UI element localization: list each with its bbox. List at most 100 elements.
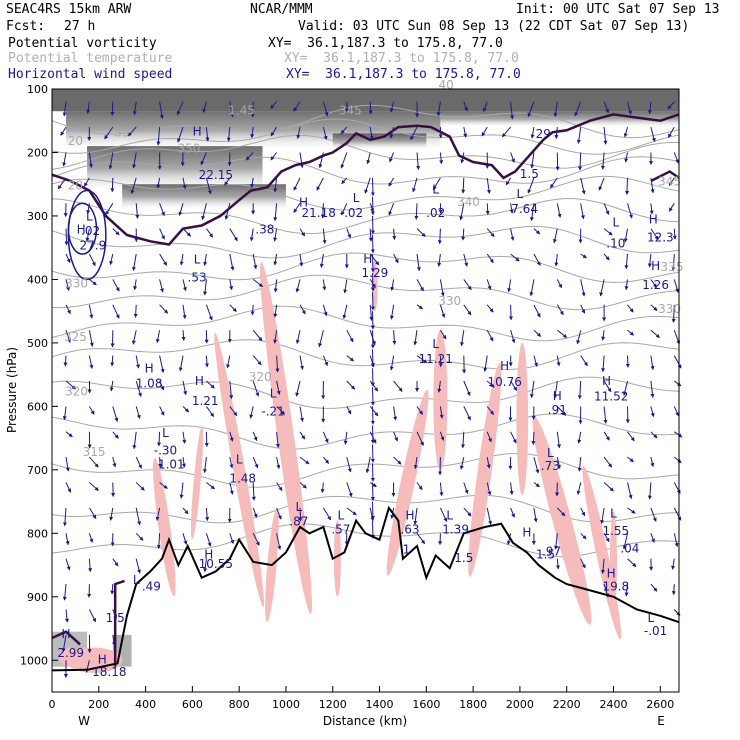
wind-vector [510,253,520,262]
wind-vector [650,456,655,468]
tropopause-line [113,579,125,667]
wind-vector [673,533,679,548]
wind-vector [135,507,141,526]
wind-vector [229,228,238,242]
wind-vector [182,380,188,396]
field-xy-wind: XY= 36.1,187.3 to 175.8, 77.0 [286,67,521,82]
wind-vector [437,380,442,393]
wind-vector [413,330,418,346]
field-label: 1.01 [158,458,185,472]
wind-vector [202,101,207,114]
field-label: H [649,213,658,227]
wind-vector [580,355,588,367]
wind-vector [322,279,327,291]
wind-vector [182,507,189,515]
wind-vector [206,380,215,389]
wind-vector [132,101,137,116]
wind-vector [530,127,535,139]
wind-vector [135,456,142,469]
wind-vector [273,304,278,318]
wind-vector [650,406,655,418]
wind-vector [552,228,558,244]
wind-vector [226,127,231,142]
wind-vector [273,279,278,293]
field-label: 1.26 [642,278,669,292]
wind-vector [505,177,512,186]
wind-vector [346,507,357,516]
wind-vector [650,329,661,339]
wind-vector [533,228,541,235]
field-label: L [270,387,277,401]
model-title: SEAC4RS 15km ARW [6,2,132,17]
wind-vector [299,355,304,370]
isentrope-line [51,494,680,524]
wind-vector [322,304,328,317]
wind-vector [556,507,566,517]
wind-vector [270,152,277,161]
wind-vector [369,406,379,417]
wind-vector [650,304,658,311]
wind-vector [486,253,494,264]
wind-vector [393,380,403,392]
wind-vector [364,177,371,194]
wind-vector [392,330,397,345]
wind-vector [672,228,677,240]
wind-vector [295,330,301,344]
wind-vector [182,177,187,190]
wind-vector [599,279,605,297]
field-label: 1.5 [106,611,125,625]
wind-vector [132,431,137,450]
wind-vector [416,533,426,545]
wind-vector [110,584,115,595]
field-xy-pv: XY= 36.1,187.3 to 175.8, 77.0 [268,36,503,51]
wind-vector [299,482,307,489]
wind-vector [529,203,535,222]
wind-vector [510,380,518,391]
wind-vector [229,101,235,118]
wind-vector [112,228,120,236]
wind-vector [319,253,324,268]
wind-vector [531,431,536,446]
wind-vector [369,127,374,140]
wind-vector [298,507,303,522]
wind-vector [556,355,561,367]
wind-vector [439,279,445,297]
wind-vector [159,228,165,240]
wind-vector [320,203,325,219]
wind-vector [439,304,446,318]
field-label: .97 [542,545,561,559]
wind-vector [61,634,67,653]
y-tick-label: 800 [27,527,48,540]
wind-vector [205,177,212,195]
wind-vector [252,456,259,469]
wind-vector [413,507,418,525]
valid-time: Valid: 03 UTC Sun 08 Sep 13 (22 CDT Sat … [298,19,690,34]
wind-vector [322,101,329,117]
wind-vector [650,533,655,543]
wind-vector [510,228,515,241]
field-label: L [353,191,360,205]
wind-vector [109,507,114,521]
field-label: -.21 [261,404,284,418]
wind-vector [229,279,234,291]
wind-vector [322,355,329,367]
field-label: 325 [64,330,87,344]
wind-vector [481,126,488,137]
field-label: 1.48 [229,472,256,486]
wind-vector [463,127,468,138]
isentrope-line [51,376,680,409]
wind-vector [201,203,207,221]
wind-vector [389,126,395,139]
wind-vector [554,127,559,140]
wind-vector [182,533,188,545]
wind-vector [60,126,67,136]
field-label: H [522,526,531,540]
wind-vector [603,253,610,261]
pink-shade-blob [386,389,429,576]
wind-vector [533,253,541,266]
isentrope-line [51,104,680,139]
wind-vector [486,457,491,469]
wind-vector [603,203,610,216]
wind-vector [486,406,494,416]
wind-vector [273,177,278,193]
